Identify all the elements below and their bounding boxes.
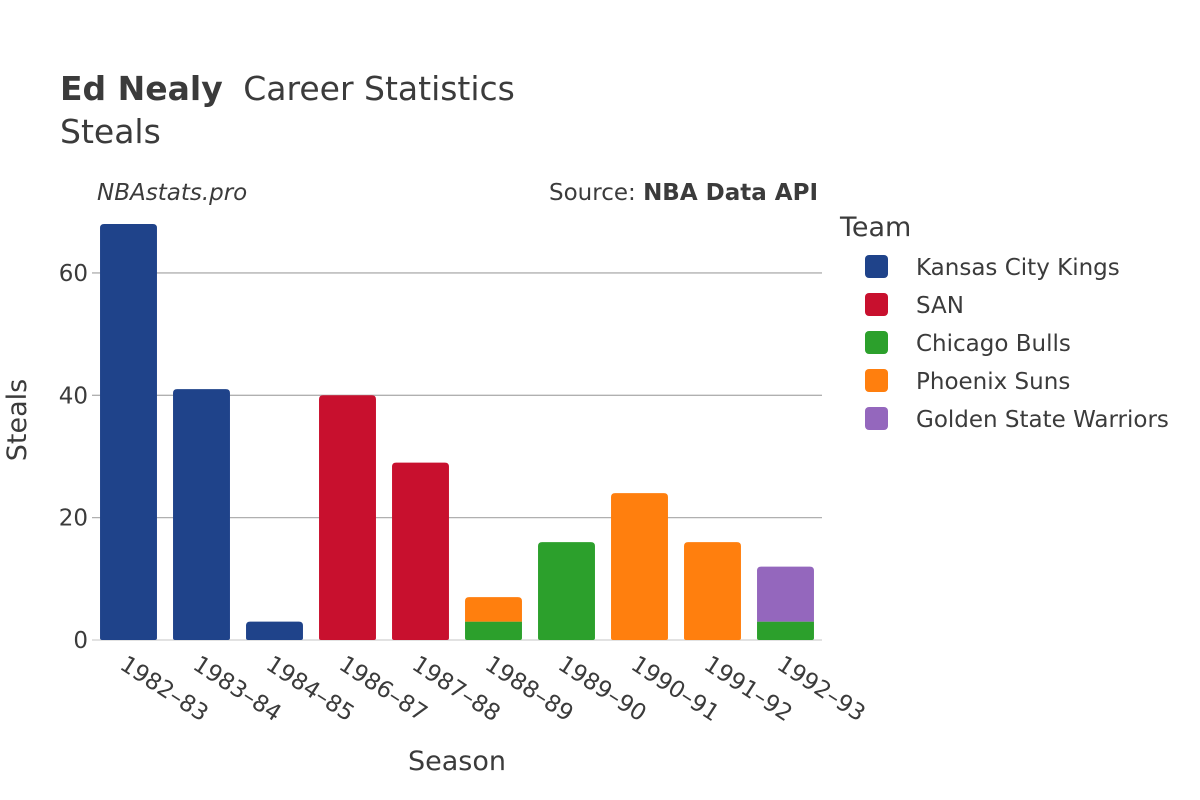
legend-label: Golden State Warriors xyxy=(916,407,1169,433)
chart-title-rest: Career Statistics xyxy=(243,69,515,108)
legend-label: Phoenix Suns xyxy=(916,369,1070,395)
bar-segment[interactable] xyxy=(246,621,303,640)
source-credit: Source: NBA Data API xyxy=(549,180,818,206)
legend-label: Kansas City Kings xyxy=(916,255,1120,281)
bar-segment[interactable] xyxy=(757,621,814,640)
legend-swatch xyxy=(865,255,888,278)
bar-segment[interactable] xyxy=(100,224,157,640)
source-name: NBA Data API xyxy=(643,180,818,206)
y-tick-label: 20 xyxy=(59,506,88,532)
legend-label: Chicago Bulls xyxy=(916,331,1071,357)
watermark: NBAstats.pro xyxy=(97,180,247,206)
y-tick-label: 40 xyxy=(59,383,88,409)
x-axis-title: Season xyxy=(408,746,506,777)
bar-segment[interactable] xyxy=(465,597,522,622)
bar-segment[interactable] xyxy=(465,621,522,640)
y-tick-label: 60 xyxy=(59,261,88,287)
bar-segment[interactable] xyxy=(684,542,741,640)
bar-segment[interactable] xyxy=(611,493,668,640)
legend-swatch xyxy=(865,369,888,392)
bar-segment[interactable] xyxy=(173,389,230,640)
legend-swatch xyxy=(865,331,888,354)
x-tick-labels: 1982–831983–841984–851986–871987–881988–… xyxy=(115,651,869,727)
y-tick-labels: 0 20 40 60 xyxy=(59,261,88,654)
y-tick-label: 0 xyxy=(73,628,88,654)
legend-label: SAN xyxy=(916,293,964,319)
bar-segment[interactable] xyxy=(538,542,595,640)
bars xyxy=(100,224,814,640)
bar-segment[interactable] xyxy=(319,395,376,640)
chart-title-name: Ed Nealy xyxy=(60,69,223,108)
bar-segment[interactable] xyxy=(757,566,814,622)
legend-swatch xyxy=(865,407,888,430)
y-axis-title: Steals xyxy=(2,379,33,461)
legend: Kansas City Kings SAN Chicago Bulls Phoenix… xyxy=(865,255,1169,433)
legend-title: Team xyxy=(839,212,911,243)
chart-subtitle: Steals xyxy=(60,112,161,151)
bar-segment[interactable] xyxy=(392,462,449,640)
chart-title: Ed Nealy Career Statistics xyxy=(60,69,515,108)
source-prefix: Source: xyxy=(549,180,643,206)
legend-swatch xyxy=(865,293,888,316)
